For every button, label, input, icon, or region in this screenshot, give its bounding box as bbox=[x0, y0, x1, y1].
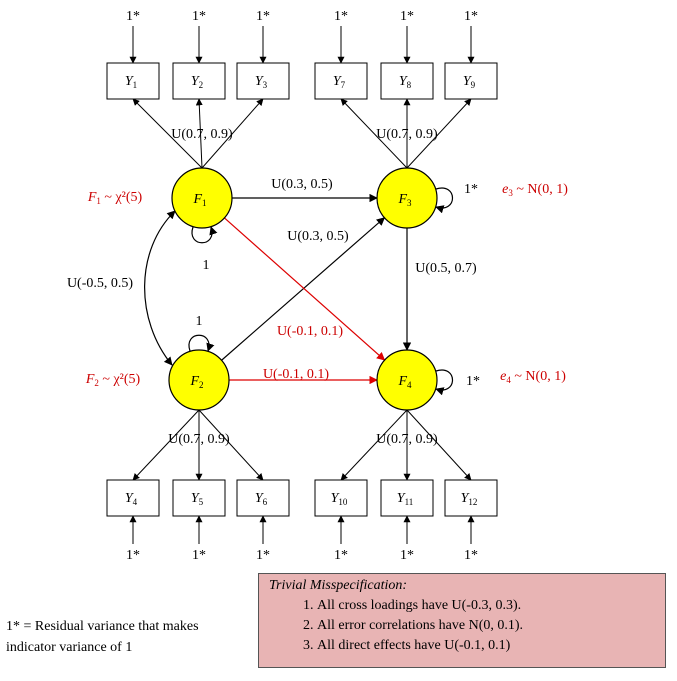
indicator-box bbox=[172, 62, 226, 100]
path-f1-f4 bbox=[224, 217, 386, 361]
indicator-box bbox=[314, 479, 368, 517]
distribution-label: F1 ~ χ²(5) bbox=[87, 190, 143, 206]
residual-legend: 1* = Residual variance that makes indica… bbox=[6, 619, 199, 655]
path-label: U(-0.1, 0.1) bbox=[277, 324, 343, 339]
residual-label: 1* bbox=[192, 9, 206, 24]
loading-label: U(0.7, 0.9) bbox=[376, 432, 438, 447]
factor-label: F1 bbox=[192, 192, 206, 208]
indicator-box bbox=[236, 62, 290, 100]
residual-label: 1* bbox=[192, 548, 206, 563]
residual-label: 1* bbox=[126, 9, 140, 24]
loading-arrow bbox=[406, 409, 472, 481]
distribution-label: e3 ~ N(0, 1) bbox=[502, 182, 568, 198]
residual-label: 1* bbox=[334, 548, 348, 563]
residual-label: 1* bbox=[400, 548, 414, 563]
loading-arrow bbox=[198, 409, 264, 481]
indicator-label: Y4 bbox=[125, 491, 138, 507]
loading-arrow bbox=[132, 409, 200, 481]
loading-arrow bbox=[195, 98, 203, 169]
indicator-box bbox=[444, 479, 498, 517]
factor-f3 bbox=[376, 167, 438, 229]
indicator-label: Y8 bbox=[399, 74, 412, 90]
note-item: All error correlations have N(0, 0.1). bbox=[317, 616, 655, 636]
loading-arrow bbox=[201, 98, 264, 169]
indicator-box bbox=[380, 479, 434, 517]
distribution-label: F2 ~ χ²(5) bbox=[85, 372, 141, 388]
indicator-label: Y12 bbox=[461, 491, 478, 507]
indicator-label: Y9 bbox=[463, 74, 476, 90]
misspecification-note: Trivial Misspecification: All cross load… bbox=[258, 573, 666, 668]
nodes-layer bbox=[106, 62, 498, 517]
path-label: U(-0.5, 0.5) bbox=[67, 276, 133, 291]
variance-loop-f1 bbox=[191, 226, 218, 244]
loading-arrow bbox=[132, 98, 203, 169]
factor-label: F3 bbox=[397, 192, 412, 208]
factor-f2 bbox=[168, 349, 230, 411]
path-label: U(0.3, 0.5) bbox=[287, 229, 349, 244]
factor-f1 bbox=[171, 167, 233, 229]
loading-arrow bbox=[406, 98, 472, 169]
factor-f4 bbox=[376, 349, 438, 411]
indicator-label: Y1 bbox=[125, 74, 137, 90]
variance-loop-f3 bbox=[435, 187, 453, 214]
variance-label: 1 bbox=[203, 258, 210, 273]
indicator-box bbox=[380, 62, 434, 100]
residual-label: 1* bbox=[464, 9, 478, 24]
factor-label: F4 bbox=[397, 374, 412, 390]
indicator-box bbox=[172, 479, 226, 517]
indicator-box bbox=[106, 479, 160, 517]
factor-label: F2 bbox=[189, 374, 203, 390]
indicator-label: Y11 bbox=[397, 491, 413, 507]
note-title: Trivial Misspecification: bbox=[269, 578, 408, 593]
residual-label: 1* bbox=[126, 548, 140, 563]
indicator-label: Y3 bbox=[255, 74, 268, 90]
indicator-box bbox=[314, 62, 368, 100]
loading-label: U(0.7, 0.9) bbox=[376, 127, 438, 142]
variance-label: 1 bbox=[196, 314, 203, 329]
indicator-label: Y6 bbox=[255, 491, 268, 507]
covariance-f1-f2 bbox=[144, 210, 176, 366]
residual-label: 1* bbox=[400, 9, 414, 24]
indicator-label: Y5 bbox=[191, 491, 204, 507]
path-f2-f3 bbox=[221, 217, 386, 361]
variance-label: 1* bbox=[464, 182, 478, 197]
distribution-label: e4 ~ N(0, 1) bbox=[500, 369, 566, 385]
loading-arrow bbox=[340, 98, 408, 169]
variance-loop-f4 bbox=[435, 369, 453, 396]
indicator-label: Y7 bbox=[333, 74, 346, 90]
residual-label: 1* bbox=[334, 9, 348, 24]
arrows-layer bbox=[129, 26, 475, 544]
variance-loop-f2 bbox=[188, 334, 215, 352]
indicator-box bbox=[236, 479, 290, 517]
indicator-box bbox=[444, 62, 498, 100]
labels-layer: Y1 1* Y2 1* Y3 1* Y7 1* Y8 1* Y9 1* Y4 1* Y5 1* Y6 1* Y10 1… bbox=[67, 9, 568, 563]
note-item: All direct effects have U(-0.1, 0.1) bbox=[317, 636, 655, 656]
indicator-label: Y2 bbox=[191, 74, 203, 90]
residual-label: 1* bbox=[256, 548, 270, 563]
indicator-label: Y10 bbox=[331, 491, 348, 507]
path-label: U(0.3, 0.5) bbox=[271, 177, 333, 192]
variance-label: 1* bbox=[466, 374, 480, 389]
path-label: U(0.5, 0.7) bbox=[415, 261, 477, 276]
residual-label: 1* bbox=[464, 548, 478, 563]
indicator-box bbox=[106, 62, 160, 100]
loading-label: U(0.7, 0.9) bbox=[168, 432, 230, 447]
loading-label: U(0.7, 0.9) bbox=[171, 127, 233, 142]
residual-label: 1* bbox=[256, 9, 270, 24]
loading-arrow bbox=[340, 409, 408, 481]
note-item: All cross loadings have U(-0.3, 0.3). bbox=[317, 596, 655, 616]
path-label: U(-0.1, 0.1) bbox=[263, 367, 329, 382]
note-list: All cross loadings have U(-0.3, 0.3). Al… bbox=[269, 596, 655, 656]
